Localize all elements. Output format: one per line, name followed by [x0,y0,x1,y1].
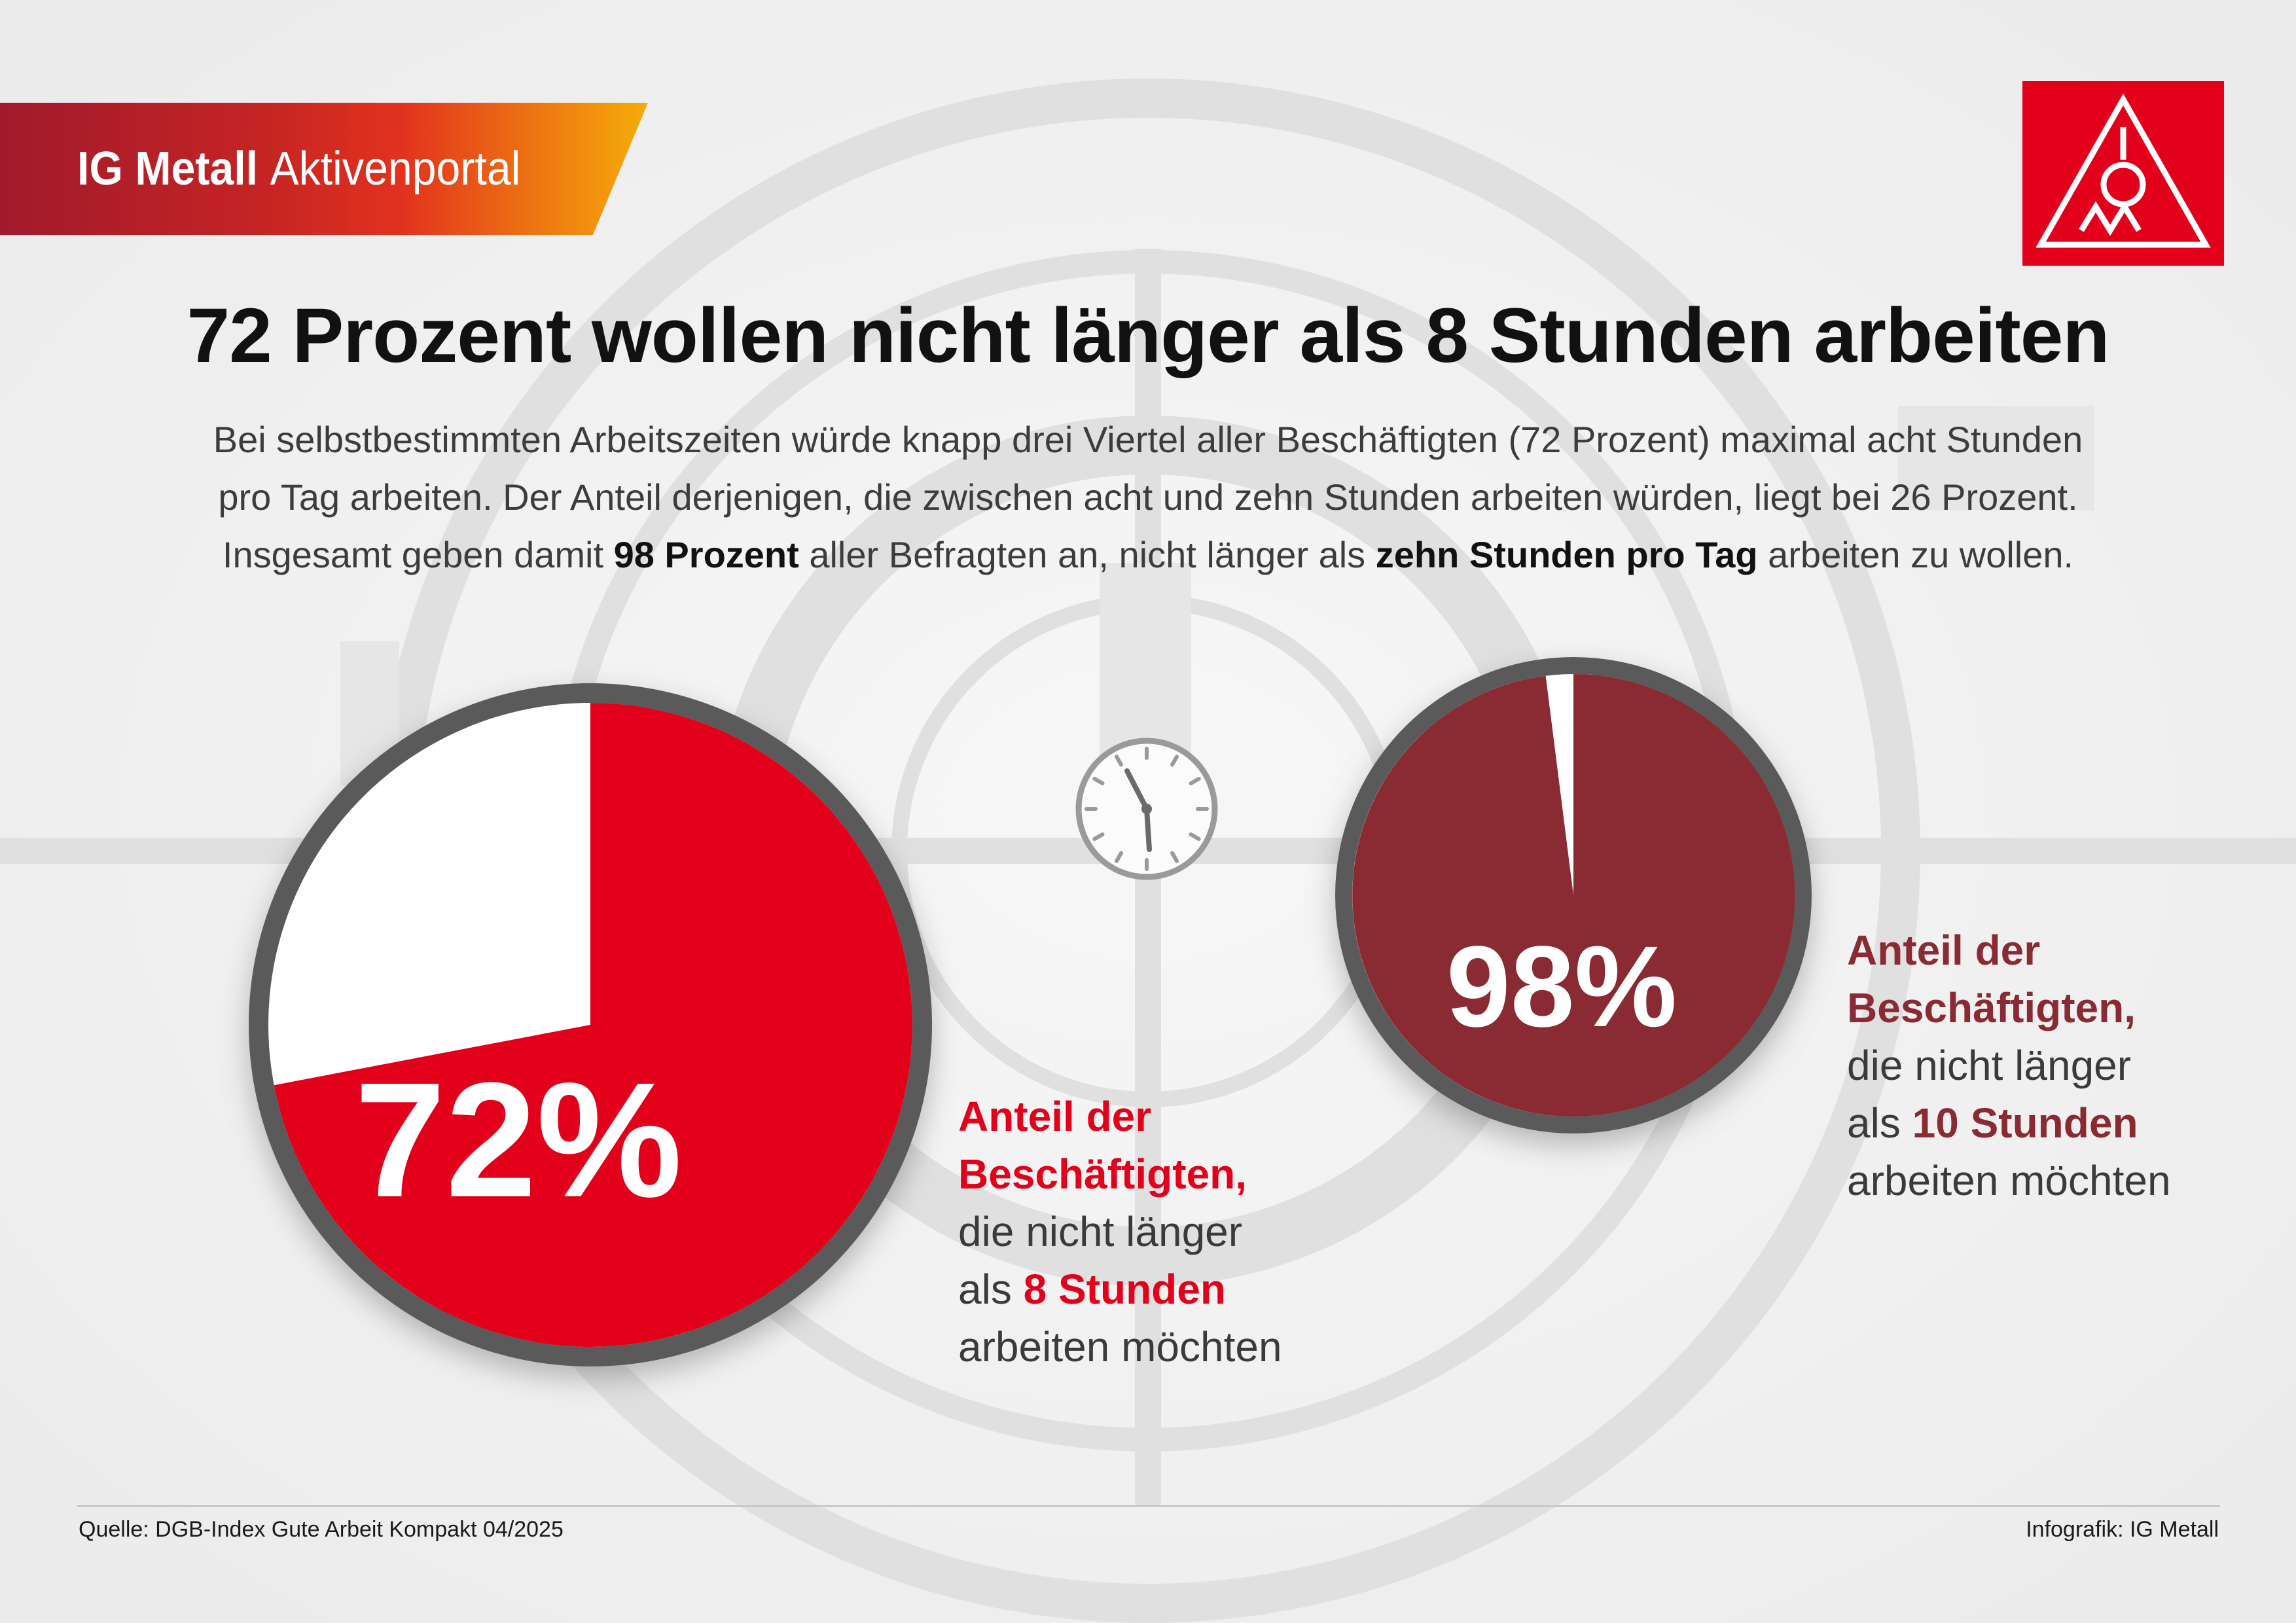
caption-2-line-3: die nicht länger [1847,1042,2132,1089]
footer-divider [77,1505,2220,1507]
caption-2-line-4: als 10 Stunden [1847,1094,2171,1152]
page-title: 72 Prozent wollen nicht länger als 8 Stu… [187,293,2110,379]
pie-98-label: 98% [1446,923,1677,1051]
lead-line-3-text-c: aller Befragten an, nicht länger als [798,534,1376,575]
brand-banner-text: IG Metall Aktivenportal [77,103,520,235]
portal-name: Aktivenportal [270,143,521,195]
lead-line-1: Bei selbstbestimmten Arbeitszeiten würde… [213,419,2083,460]
ig-metall-logo-icon [2022,81,2224,266]
caption-1-line-2: Beschäftigten, [958,1150,1247,1198]
lead-paragraph: Bei selbstbestimmten Arbeitszeiten würde… [111,411,2185,584]
caption-2-line-5: arbeiten möchten [1847,1157,2171,1204]
caption-2-hours: 10 Stunden [1912,1099,2138,1147]
brand-banner: IG Metall Aktivenportal [0,103,648,235]
pie-98-caption: Anteil der Beschäftigten, die nicht läng… [1847,921,2171,1209]
pie-72-caption: Anteil der Beschäftigten, die nicht läng… [958,1088,1282,1376]
clock-tick [1189,777,1201,785]
clock-icon [1075,738,1218,880]
clock-tick [1189,832,1201,841]
clock-tick [1170,851,1179,863]
footer-credit: Infografik: IG Metall [2026,1517,2219,1542]
caption-2-line-4-prefix: als [1847,1099,1912,1147]
lead-highlight-98: 98 Prozent [613,534,799,575]
clock-tick [1170,755,1179,767]
clock-tick [1115,755,1123,767]
lead-line-3: Insgesamt geben damit 98 Prozent aller B… [111,526,2185,584]
footer-source: Quelle: DGB-Index Gute Arbeit Kompakt 04… [79,1517,564,1542]
caption-1-line-3: die nicht länger [958,1208,1243,1255]
pie-72-slice [274,703,912,1347]
clock-tick [1092,777,1105,785]
clock-tick [1092,832,1105,841]
lead-line-2: pro Tag arbeiten. Der Anteil derjenigen,… [218,476,2078,518]
brand-name: IG Metall [77,143,259,195]
pie-72-label: 72% [355,1048,682,1231]
caption-1-line-4-prefix: als [958,1266,1024,1313]
caption-1-line-5: arbeiten möchten [958,1323,1282,1370]
pie-98-slice [1352,673,1795,1116]
lead-line-3-text-a: Insgesamt geben damit [222,534,614,575]
caption-2-line-2: Beschäftigten, [1847,984,2136,1031]
caption-1-hours: 8 Stunden [1023,1266,1226,1313]
caption-2-line-1: Anteil der [1847,927,2041,974]
clock-tick [1115,851,1123,863]
lead-line-3-text-e: arbeiten zu wollen. [1757,534,2074,575]
caption-1-line-1: Anteil der [958,1093,1152,1140]
lead-highlight-hours: zehn Stunden pro Tag [1375,534,1758,575]
caption-1-line-4: als 8 Stunden [958,1260,1282,1318]
